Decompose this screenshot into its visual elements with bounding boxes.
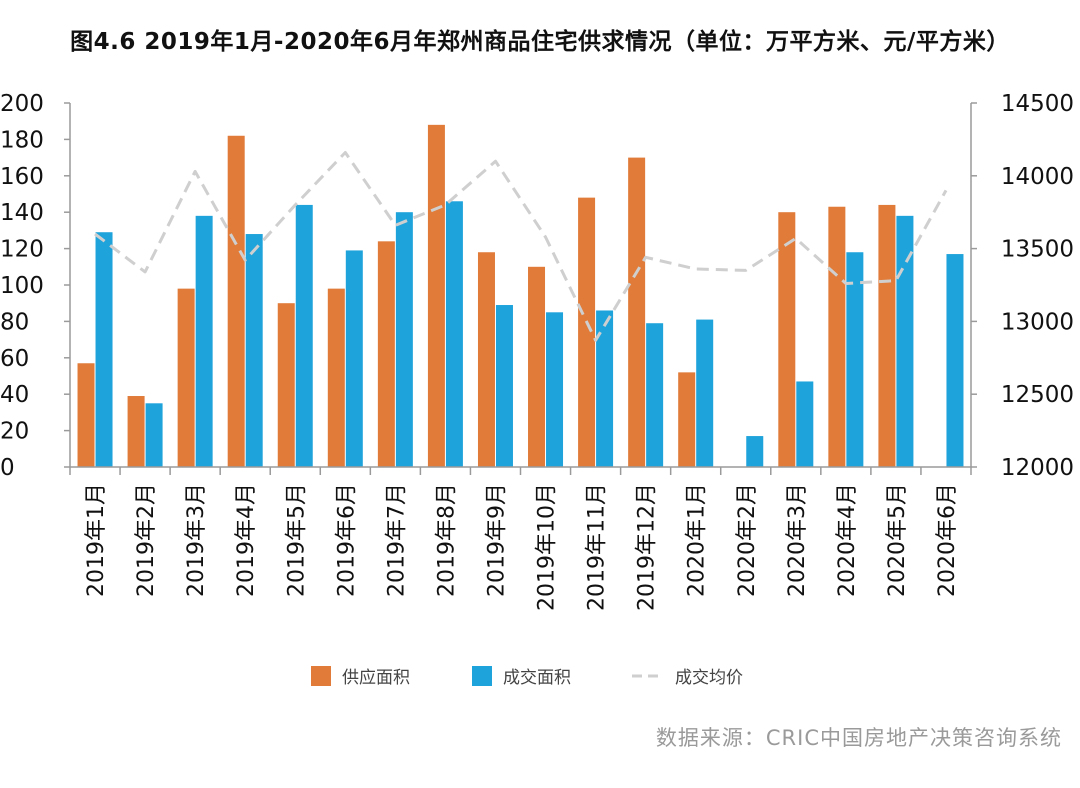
legend: 供应面积 成交面积 成交均价 xyxy=(311,666,743,688)
left-tick-label: 60 xyxy=(0,346,29,372)
deal-bar xyxy=(145,403,163,467)
price-line-layer xyxy=(94,151,948,342)
axes-layer: 0 20 40 60 80 100 120 140 160 180 200 12000 12500 130… xyxy=(0,91,1074,611)
supply-bar xyxy=(227,135,245,467)
x-category-label: 2019年12月 xyxy=(635,483,660,611)
legend-label-deal: 成交面积 xyxy=(503,668,571,688)
supply-bar xyxy=(277,303,295,467)
deal-bar xyxy=(696,319,714,467)
supply-bar xyxy=(778,212,796,467)
right-tick-label: 12000 xyxy=(1001,455,1074,481)
supply-bar xyxy=(628,157,646,467)
x-category-label: 2020年4月 xyxy=(835,483,860,597)
x-category-label: 2019年5月 xyxy=(284,483,309,597)
legend-label-price: 成交均价 xyxy=(675,668,743,688)
right-tick-label: 12500 xyxy=(1001,382,1074,408)
deal-bar xyxy=(646,323,664,467)
x-category-label: 2019年4月 xyxy=(234,483,259,597)
deal-bar xyxy=(946,254,964,467)
left-tick-label: 40 xyxy=(0,382,29,408)
deal-bar xyxy=(495,305,513,467)
supply-bar xyxy=(578,197,596,467)
supply-bar xyxy=(127,396,145,467)
x-category-label: 2019年7月 xyxy=(384,483,409,597)
right-tick-label: 14500 xyxy=(1001,91,1074,117)
supply-bar xyxy=(528,266,546,467)
legend-label-supply: 供应面积 xyxy=(342,668,410,688)
left-tick-label: 100 xyxy=(0,273,44,299)
x-category-label: 2019年2月 xyxy=(134,483,159,597)
left-tick-label: 140 xyxy=(0,200,44,226)
supply-bar xyxy=(878,204,896,468)
deal-bar xyxy=(746,436,764,467)
supply-bar xyxy=(77,363,95,467)
x-category-label: 2019年11月 xyxy=(585,483,610,611)
deal-bar xyxy=(846,252,864,467)
deal-bar xyxy=(95,232,113,467)
data-source-note: 数据来源：CRIC中国房地产决策咨询系统 xyxy=(655,726,1062,750)
supply-bar xyxy=(327,288,345,467)
deal-bar xyxy=(395,212,413,467)
deal-bar xyxy=(345,250,363,467)
right-tick-label: 13000 xyxy=(1001,309,1074,335)
left-tick-label: 200 xyxy=(0,91,44,117)
x-category-label: 2019年9月 xyxy=(485,483,510,597)
right-tick-label: 13500 xyxy=(1001,237,1074,263)
left-tick-label: 20 xyxy=(0,419,29,445)
x-category-label: 2020年6月 xyxy=(935,483,960,597)
x-category-label: 2019年10月 xyxy=(535,483,560,611)
avg-price-line xyxy=(94,151,948,342)
deal-bar xyxy=(546,312,564,467)
x-category-label: 2019年1月 xyxy=(84,483,109,597)
left-tick-label: 160 xyxy=(0,164,44,190)
x-category-label: 2020年2月 xyxy=(735,483,760,597)
supply-bar xyxy=(177,288,195,467)
legend-swatch-supply xyxy=(311,666,331,686)
left-tick-label: 0 xyxy=(0,455,15,481)
supply-bar xyxy=(678,372,696,467)
deal-bar xyxy=(796,381,814,467)
x-category-label: 2019年3月 xyxy=(184,483,209,597)
deal-bar xyxy=(245,234,263,467)
x-category-label: 2019年8月 xyxy=(434,483,459,597)
deal-bar xyxy=(896,215,914,467)
x-category-label: 2020年3月 xyxy=(785,483,810,597)
x-category-label: 2020年5月 xyxy=(885,483,910,597)
left-tick-label: 80 xyxy=(0,309,29,335)
legend-swatch-deal xyxy=(472,666,492,686)
supply-bar xyxy=(477,252,495,467)
deal-bar xyxy=(596,310,614,467)
x-category-label: 2019年6月 xyxy=(334,483,359,597)
deal-bar xyxy=(295,204,313,468)
left-tick-label: 180 xyxy=(0,127,44,153)
deal-bar xyxy=(445,201,463,467)
x-category-label: 2020年1月 xyxy=(685,483,710,597)
bars-layer xyxy=(77,124,964,468)
supply-bar xyxy=(828,206,846,468)
left-tick-label: 120 xyxy=(0,237,44,263)
supply-bar xyxy=(377,241,395,467)
right-tick-label: 14000 xyxy=(1001,164,1074,190)
supply-bar xyxy=(427,124,445,467)
deal-bar xyxy=(195,215,213,467)
chart-title: 图4.6 2019年1月-2020年6月年郑州商品住宅供求情况（单位：万平方米、… xyxy=(70,29,1010,55)
